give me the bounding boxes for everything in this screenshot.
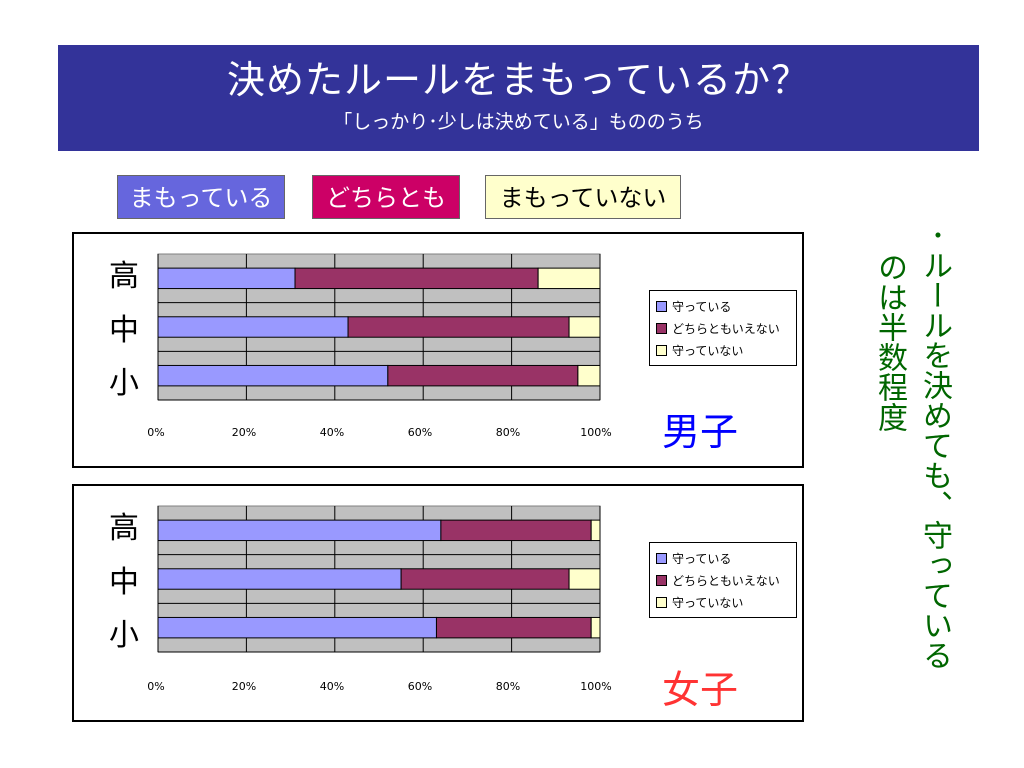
row-label-high: 高 bbox=[109, 511, 139, 546]
legend-either-box: どちらとも bbox=[312, 175, 460, 219]
legend-keep-box: まもっている bbox=[117, 175, 285, 219]
x-tick-label: 0% bbox=[147, 680, 165, 693]
legend-not-keep-box: まもっていない bbox=[485, 175, 681, 219]
x-tick-label: 100% bbox=[580, 426, 612, 439]
x-tick-label: 80% bbox=[495, 680, 521, 693]
series-legend-girls: 守っている どちらともいえない 守っていない bbox=[649, 542, 797, 618]
legend-item-either: どちらともいえない bbox=[656, 569, 790, 591]
bar-either bbox=[440, 519, 592, 542]
legend-swatch bbox=[656, 552, 667, 564]
row-label-high: 高 bbox=[109, 259, 139, 294]
bar-not-keep bbox=[568, 316, 601, 338]
bar-keep bbox=[157, 616, 437, 639]
title-banner: 決めたルールをまもっているか？ 「しっかり･少しは決めている」もののうち bbox=[58, 45, 979, 151]
legend-label: どちらともいえない bbox=[672, 321, 780, 336]
page-subtitle: 「しっかり･少しは決めている」もののうち bbox=[333, 111, 704, 133]
legend-item-not-keep: 守っていない bbox=[656, 591, 790, 613]
legend-item-keep: 守っている bbox=[656, 295, 790, 317]
chart-panel-boys: 高 中 小 0% 20% 40% 60% 80% 100% 守っている どちらと… bbox=[72, 232, 804, 468]
x-tick-label: 40% bbox=[319, 426, 345, 439]
bar-either bbox=[347, 316, 570, 338]
gender-label-girls: 女子 bbox=[662, 668, 739, 712]
legend-swatch bbox=[656, 344, 667, 356]
row-label-elementary: 小 bbox=[109, 366, 139, 401]
bar-not-keep bbox=[590, 519, 601, 542]
row-label-middle: 中 bbox=[109, 313, 139, 348]
legend-item-either: どちらともいえない bbox=[656, 317, 790, 339]
bar-keep bbox=[157, 316, 349, 338]
x-tick-label: 60% bbox=[407, 680, 433, 693]
bar-keep bbox=[157, 568, 402, 590]
legend-item-keep: 守っている bbox=[656, 547, 790, 569]
bar-keep bbox=[157, 519, 442, 542]
series-legend-boys: 守っている どちらともいえない 守っていない bbox=[649, 290, 797, 366]
note-line-2: のは半数程度 bbox=[872, 252, 907, 432]
bar-not-keep bbox=[568, 568, 601, 590]
gender-label-boys: 男子 bbox=[662, 410, 739, 454]
chart-boys-plot bbox=[157, 253, 601, 401]
legend-item-not-keep: 守っていない bbox=[656, 339, 790, 361]
bar-not-keep bbox=[590, 616, 601, 639]
bar-either bbox=[294, 267, 539, 290]
legend-label: 守っていない bbox=[672, 595, 744, 610]
legend-label: 守っている bbox=[672, 551, 732, 566]
x-tick-label: 20% bbox=[231, 426, 257, 439]
bar-keep bbox=[157, 364, 389, 387]
row-label-elementary: 小 bbox=[109, 618, 139, 653]
legend-label: 守っている bbox=[672, 299, 732, 314]
legend-swatch bbox=[656, 322, 667, 334]
legend-label: 守っていない bbox=[672, 343, 744, 358]
x-tick-label: 100% bbox=[580, 680, 612, 693]
x-tick-label: 40% bbox=[319, 680, 345, 693]
bar-either bbox=[387, 364, 579, 387]
legend-swatch bbox=[656, 300, 667, 312]
x-tick-label: 0% bbox=[147, 426, 165, 439]
chart-panel-girls: 高 中 小 0% 20% 40% 60% 80% 100% 守っている どちらと… bbox=[72, 484, 804, 722]
bar-either bbox=[435, 616, 592, 639]
bar-either bbox=[400, 568, 570, 590]
legend-label: どちらともいえない bbox=[672, 573, 780, 588]
legend-swatch bbox=[656, 574, 667, 586]
bar-not-keep bbox=[577, 364, 601, 387]
bar-not-keep bbox=[537, 267, 601, 290]
x-tick-label: 60% bbox=[407, 426, 433, 439]
legend-swatch bbox=[656, 596, 667, 608]
note-line-1: ･ルールを決めても、守っている bbox=[917, 220, 952, 670]
page-title: 決めたルールをまもっているか？ bbox=[226, 58, 811, 102]
x-tick-label: 80% bbox=[495, 426, 521, 439]
row-label-middle: 中 bbox=[109, 565, 139, 600]
x-tick-label: 20% bbox=[231, 680, 257, 693]
bar-keep bbox=[157, 267, 296, 290]
chart-girls-plot bbox=[157, 505, 601, 653]
